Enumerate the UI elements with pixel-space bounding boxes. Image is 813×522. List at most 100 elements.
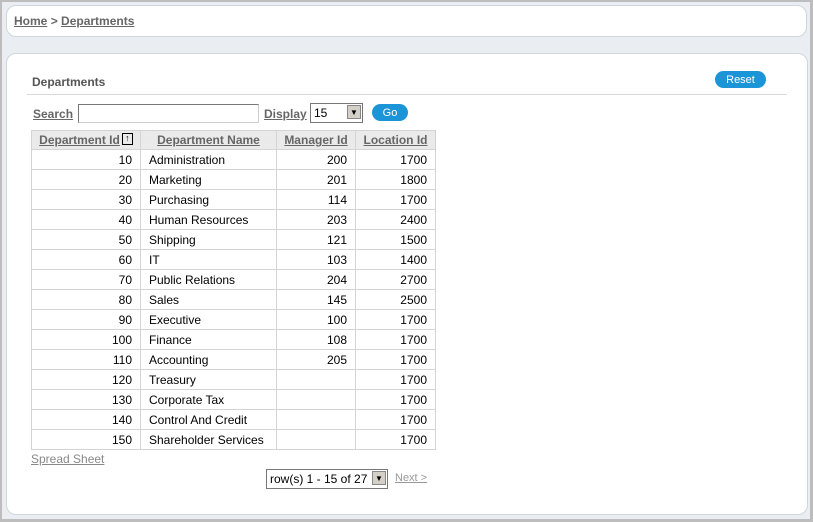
cell-department-name: Corporate Tax <box>140 389 277 410</box>
cell-location-id: 1400 <box>355 249 436 270</box>
cell-department-id: 40 <box>31 209 141 230</box>
cell-department-name: Human Resources <box>140 209 277 230</box>
cell-location-id: 1700 <box>355 389 436 410</box>
cell-department-name: Shipping <box>140 229 277 250</box>
table-row: 140 Control And Credit 1700 <box>31 409 436 430</box>
cell-department-id: 140 <box>31 409 141 430</box>
breadcrumb-home[interactable]: Home <box>14 14 48 28</box>
cell-manager-id: 201 <box>276 169 356 190</box>
cell-manager-id: 108 <box>276 329 356 350</box>
cell-manager-id: 204 <box>276 269 356 290</box>
table-row: 130 Corporate Tax 1700 <box>31 389 436 410</box>
cell-department-name: Shareholder Services <box>140 429 277 450</box>
report-region: Departments Reset Search Display 15 ▼ Go… <box>6 53 808 515</box>
pagination-value: row(s) 1 - 15 of 27 <box>270 472 368 486</box>
chevron-down-icon: ▼ <box>372 471 386 485</box>
table-row: 60 IT 103 1400 <box>31 249 436 270</box>
cell-department-name: Administration <box>140 149 277 170</box>
cell-department-id: 110 <box>31 349 141 370</box>
divider <box>27 94 787 95</box>
breadcrumb-departments[interactable]: Departments <box>61 14 135 28</box>
cell-location-id: 2700 <box>355 269 436 290</box>
sort-ascending-icon[interactable]: ↑ <box>121 133 133 145</box>
cell-department-name: Sales <box>140 289 277 310</box>
table-row: 110 Accounting 205 1700 <box>31 349 436 370</box>
cell-manager-id <box>276 369 356 390</box>
cell-department-id: 30 <box>31 189 141 210</box>
cell-location-id: 1700 <box>355 149 436 170</box>
cell-department-id: 10 <box>31 149 141 170</box>
cell-department-id: 80 <box>31 289 141 310</box>
table-row: 30 Purchasing 114 1700 <box>31 189 436 210</box>
cell-manager-id: 145 <box>276 289 356 310</box>
cell-manager-id: 100 <box>276 309 356 330</box>
cell-manager-id: 205 <box>276 349 356 370</box>
column-header-location-id[interactable]: Location Id <box>355 130 436 150</box>
next-link[interactable]: Next > <box>395 472 428 484</box>
display-value: 15 <box>314 106 328 120</box>
cell-manager-id: 103 <box>276 249 356 270</box>
cell-location-id: 1700 <box>355 369 436 390</box>
cell-location-id: 2500 <box>355 289 436 310</box>
table-row: 50 Shipping 121 1500 <box>31 229 436 250</box>
search-input[interactable] <box>78 104 259 123</box>
go-button[interactable]: Go <box>372 104 408 121</box>
cell-location-id: 1800 <box>355 169 436 190</box>
pagination-select[interactable]: row(s) 1 - 15 of 27 ▼ <box>266 469 388 489</box>
cell-department-name: Accounting <box>140 349 277 370</box>
cell-department-name: Executive <box>140 309 277 330</box>
cell-manager-id: 203 <box>276 209 356 230</box>
breadcrumb: Home > Departments <box>6 5 807 37</box>
table-row: 10 Administration 200 1700 <box>31 149 436 170</box>
cell-department-id: 100 <box>31 329 141 350</box>
cell-manager-id <box>276 389 356 410</box>
cell-department-name: Treasury <box>140 369 277 390</box>
cell-location-id: 1700 <box>355 309 436 330</box>
column-header-department-name[interactable]: Department Name <box>140 130 277 150</box>
cell-department-name: Public Relations <box>140 269 277 290</box>
column-header-manager-id[interactable]: Manager Id <box>276 130 356 150</box>
cell-department-id: 70 <box>31 269 141 290</box>
reset-button[interactable]: Reset <box>715 71 766 88</box>
cell-department-id: 120 <box>31 369 141 390</box>
cell-location-id: 1700 <box>355 429 436 450</box>
cell-department-name: Marketing <box>140 169 277 190</box>
cell-department-id: 90 <box>31 309 141 330</box>
table-row: 150 Shareholder Services 1700 <box>31 429 436 450</box>
table-row: 20 Marketing 201 1800 <box>31 169 436 190</box>
display-select[interactable]: 15 ▼ <box>310 103 363 123</box>
cell-department-id: 150 <box>31 429 141 450</box>
cell-department-name: Purchasing <box>140 189 277 210</box>
cell-manager-id <box>276 429 356 450</box>
table-row: 120 Treasury 1700 <box>31 369 436 390</box>
table-row: 70 Public Relations 204 2700 <box>31 269 436 290</box>
cell-manager-id: 121 <box>276 229 356 250</box>
breadcrumb-separator: > <box>50 14 58 28</box>
display-label[interactable]: Display <box>264 107 307 121</box>
cell-location-id: 2400 <box>355 209 436 230</box>
cell-department-id: 60 <box>31 249 141 270</box>
column-header-department-id[interactable]: Department Id ↑ <box>31 130 141 150</box>
cell-department-name: Control And Credit <box>140 409 277 430</box>
cell-location-id: 1700 <box>355 409 436 430</box>
cell-location-id: 1700 <box>355 329 436 350</box>
region-title: Departments <box>32 75 106 89</box>
table-row: 40 Human Resources 203 2400 <box>31 209 436 230</box>
cell-department-id: 20 <box>31 169 141 190</box>
cell-location-id: 1700 <box>355 189 436 210</box>
search-label[interactable]: Search <box>33 107 74 121</box>
cell-department-id: 50 <box>31 229 141 250</box>
cell-manager-id <box>276 409 356 430</box>
cell-department-id: 130 <box>31 389 141 410</box>
cell-department-name: IT <box>140 249 277 270</box>
spreadsheet-link[interactable]: Spread Sheet <box>31 452 105 466</box>
cell-location-id: 1500 <box>355 229 436 250</box>
departments-table: Department Id ↑ Department Name Manager I… <box>31 130 436 450</box>
chevron-down-icon: ▼ <box>347 105 361 119</box>
table-row: 100 Finance 108 1700 <box>31 329 436 350</box>
cell-manager-id: 114 <box>276 189 356 210</box>
table-row: 80 Sales 145 2500 <box>31 289 436 310</box>
table-row: 90 Executive 100 1700 <box>31 309 436 330</box>
cell-manager-id: 200 <box>276 149 356 170</box>
